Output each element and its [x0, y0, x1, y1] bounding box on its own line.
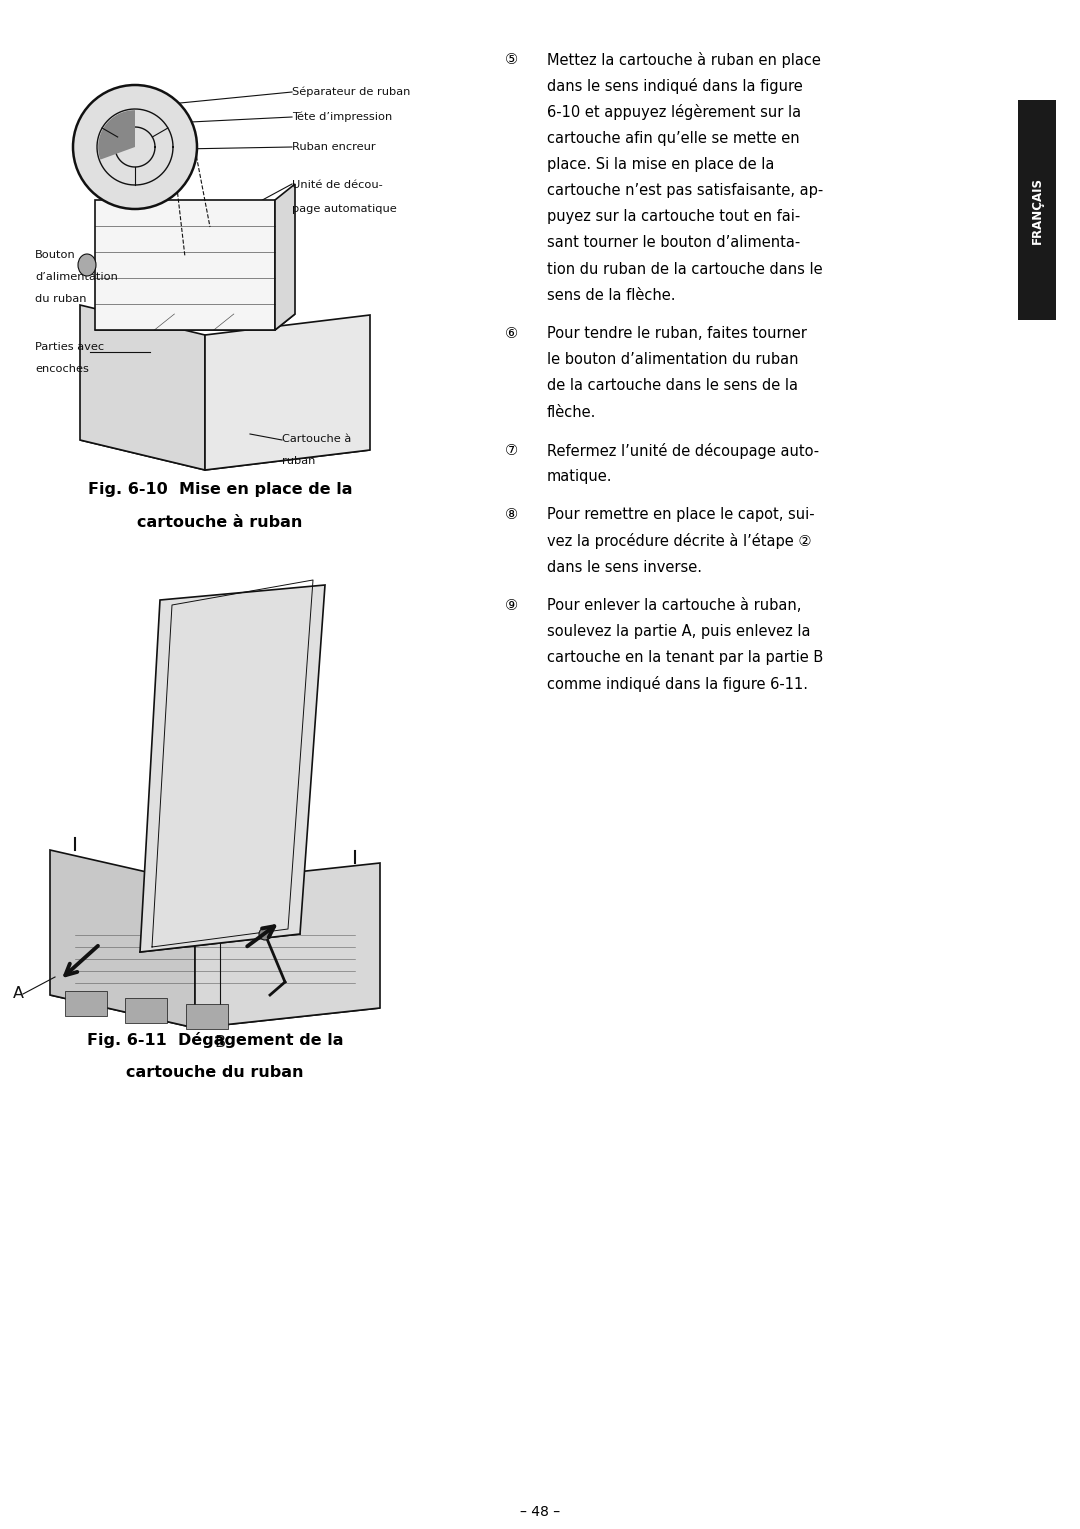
Text: Pour tendre le ruban, faites tourner: Pour tendre le ruban, faites tourner: [546, 326, 807, 341]
Text: ⑨: ⑨: [505, 598, 518, 613]
Text: FRANÇAIS: FRANÇAIS: [1030, 176, 1043, 243]
Text: cartouche à ruban: cartouche à ruban: [137, 515, 302, 531]
Polygon shape: [50, 976, 380, 1027]
Text: tion du ruban de la cartouche dans le: tion du ruban de la cartouche dans le: [546, 261, 823, 277]
FancyBboxPatch shape: [186, 1005, 228, 1029]
Text: Séparateur de ruban: Séparateur de ruban: [292, 87, 410, 98]
Polygon shape: [275, 183, 295, 330]
FancyBboxPatch shape: [125, 997, 167, 1023]
Text: dans le sens indiqué dans la figure: dans le sens indiqué dans la figure: [546, 78, 802, 95]
Polygon shape: [50, 850, 195, 1027]
Polygon shape: [80, 420, 370, 469]
Text: cartouche n’est pas satisfaisante, ap-: cartouche n’est pas satisfaisante, ap-: [546, 183, 823, 197]
Text: vez la procédure décrite à l’étape ②: vez la procédure décrite à l’étape ②: [546, 534, 816, 549]
Text: Fig. 6-10  Mise en place de la: Fig. 6-10 Mise en place de la: [87, 482, 352, 497]
Text: encoches: encoches: [35, 364, 89, 375]
Text: soulevez la partie A, puis enlevez la: soulevez la partie A, puis enlevez la: [546, 624, 810, 639]
Text: comme indiqué dans la figure 6-11.: comme indiqué dans la figure 6-11.: [546, 676, 808, 693]
Text: 6-10 et appuyez légèrement sur la: 6-10 et appuyez légèrement sur la: [546, 104, 801, 121]
Text: Ruban encreur: Ruban encreur: [292, 142, 376, 151]
Text: cartouche en la tenant par la partie B: cartouche en la tenant par la partie B: [546, 650, 823, 665]
Text: cartouche afin qu’elle se mette en: cartouche afin qu’elle se mette en: [546, 130, 799, 145]
Ellipse shape: [78, 254, 96, 277]
Text: Parties avec: Parties avec: [35, 342, 104, 352]
Text: flèche.: flèche.: [546, 405, 596, 419]
Polygon shape: [140, 586, 325, 953]
Text: matique.: matique.: [546, 469, 612, 485]
Text: Pour enlever la cartouche à ruban,: Pour enlever la cartouche à ruban,: [546, 598, 801, 613]
Text: de la cartouche dans le sens de la: de la cartouche dans le sens de la: [546, 378, 798, 393]
Text: page automatique: page automatique: [292, 203, 396, 214]
Text: cartouche du ruban: cartouche du ruban: [126, 1066, 303, 1079]
Text: ruban: ruban: [282, 456, 315, 466]
Text: sens de la flèche.: sens de la flèche.: [546, 287, 675, 303]
FancyBboxPatch shape: [65, 991, 107, 1017]
Text: Refermez l’unité de découpage auto-: Refermez l’unité de découpage auto-: [546, 443, 819, 459]
Text: du ruban: du ruban: [35, 294, 86, 304]
Polygon shape: [80, 304, 205, 469]
Polygon shape: [95, 200, 275, 330]
Text: Fig. 6-11  Dégagement de la: Fig. 6-11 Dégagement de la: [86, 1032, 343, 1047]
Text: ⑤: ⑤: [505, 52, 518, 67]
Text: ⑧: ⑧: [505, 508, 518, 523]
Polygon shape: [205, 315, 370, 469]
Text: Pour remettre en place le capot, sui-: Pour remettre en place le capot, sui-: [546, 508, 814, 523]
Text: ⑦: ⑦: [505, 443, 518, 457]
Text: sant tourner le bouton d’alimenta-: sant tourner le bouton d’alimenta-: [546, 235, 800, 251]
Text: Téte d’impression: Téte d’impression: [292, 112, 392, 122]
Text: A: A: [13, 986, 24, 1001]
Text: puyez sur la cartouche tout en fai-: puyez sur la cartouche tout en fai-: [546, 209, 800, 225]
Polygon shape: [195, 862, 380, 1027]
Text: – 48 –: – 48 –: [519, 1505, 561, 1518]
Text: Cartouche à: Cartouche à: [282, 434, 351, 443]
Text: Mettez la cartouche à ruban en place: Mettez la cartouche à ruban en place: [546, 52, 821, 67]
Text: ⑥: ⑥: [505, 326, 518, 341]
Bar: [1018, 99, 1056, 320]
Circle shape: [259, 928, 271, 940]
Text: Unité de décou-: Unité de décou-: [292, 180, 382, 190]
Ellipse shape: [73, 86, 197, 209]
Wedge shape: [98, 110, 135, 159]
Text: dans le sens inverse.: dans le sens inverse.: [546, 560, 702, 575]
Text: place. Si la mise en place de la: place. Si la mise en place de la: [546, 157, 774, 171]
Text: le bouton d’alimentation du ruban: le bouton d’alimentation du ruban: [546, 352, 798, 367]
Text: d’alimentation: d’alimentation: [35, 272, 118, 281]
Text: B: B: [215, 1035, 226, 1050]
Text: Bouton: Bouton: [35, 251, 76, 260]
Polygon shape: [95, 313, 295, 330]
